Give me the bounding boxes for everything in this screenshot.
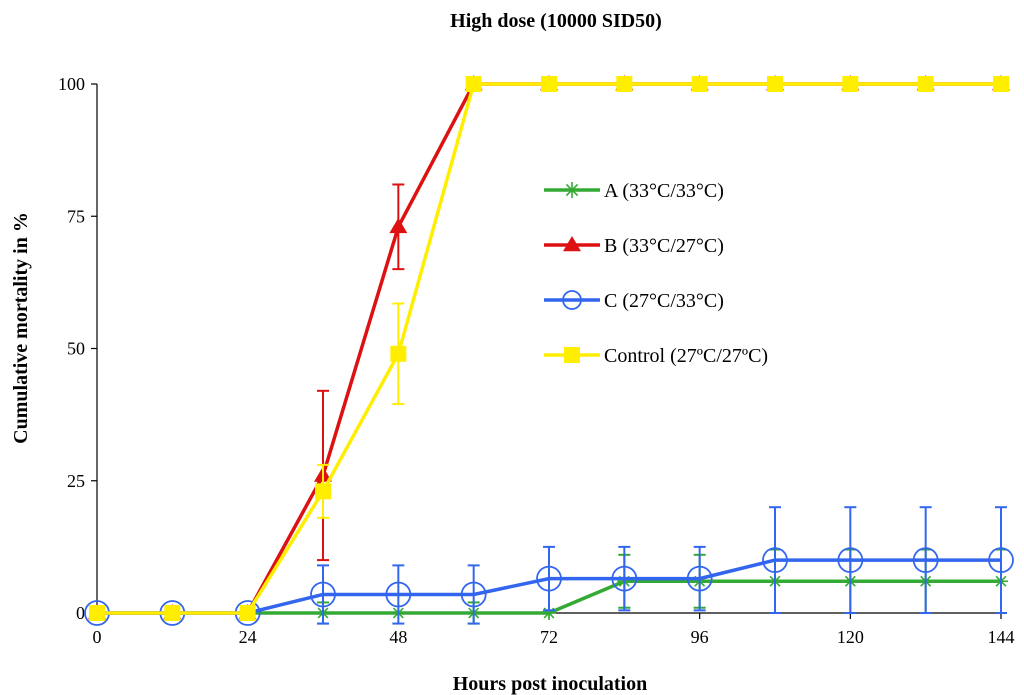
marker-shape bbox=[164, 605, 181, 621]
marker-shape bbox=[917, 76, 934, 92]
legend-item: C (27°C/33°C) bbox=[544, 290, 724, 312]
y-tick-label: 0 bbox=[76, 603, 85, 623]
series-marker bbox=[541, 76, 557, 92]
marker-shape bbox=[536, 565, 562, 592]
marker-shape bbox=[563, 236, 581, 252]
marker-shape bbox=[988, 547, 1014, 573]
series-marker bbox=[465, 76, 482, 92]
series-marker bbox=[993, 76, 1009, 92]
series-marker bbox=[564, 347, 580, 363]
series-marker bbox=[762, 547, 788, 573]
series-marker bbox=[536, 565, 562, 592]
marker-shape bbox=[842, 76, 859, 92]
legend-item: A (33°C/33°C) bbox=[544, 180, 724, 202]
marker-shape bbox=[691, 76, 708, 92]
series-marker bbox=[460, 581, 487, 608]
series-marker bbox=[767, 76, 783, 92]
y-tick-label: 25 bbox=[67, 471, 85, 491]
legend-label: C (27°C/33°C) bbox=[604, 290, 724, 312]
series-group bbox=[89, 76, 1009, 621]
marker-shape bbox=[389, 217, 408, 234]
marker-shape bbox=[310, 581, 336, 608]
marker-shape bbox=[767, 76, 783, 92]
x-tick-label: 0 bbox=[93, 627, 102, 647]
x-tick-label: 24 bbox=[239, 627, 257, 647]
series-marker bbox=[611, 565, 638, 592]
series-line bbox=[97, 82, 1001, 615]
series-marker bbox=[837, 547, 864, 573]
x-tick-label: 48 bbox=[389, 627, 407, 647]
series-group bbox=[88, 75, 1010, 620]
series-line bbox=[97, 82, 1001, 615]
marker-shape bbox=[686, 565, 713, 592]
marker-shape bbox=[912, 547, 939, 573]
y-tick-label: 75 bbox=[67, 206, 85, 226]
marker-shape bbox=[465, 76, 482, 92]
marker-shape bbox=[89, 605, 105, 621]
series-marker bbox=[912, 547, 939, 573]
series-marker bbox=[389, 217, 408, 234]
series-marker bbox=[691, 76, 708, 92]
axis-ticks: 0 25 50 75 100 0 24 48 72 96 120 144 bbox=[58, 74, 1015, 647]
marker-shape bbox=[541, 76, 557, 92]
series-marker bbox=[842, 76, 859, 92]
series-layer bbox=[84, 75, 1014, 626]
series-marker bbox=[917, 76, 934, 92]
series-marker bbox=[562, 290, 582, 310]
chart-title: High dose (10000 SID50) bbox=[450, 10, 662, 32]
marker-shape bbox=[390, 345, 407, 362]
series-marker bbox=[310, 581, 336, 608]
x-tick-label: 144 bbox=[988, 627, 1015, 647]
marker-shape bbox=[239, 605, 256, 621]
series-group bbox=[84, 506, 1014, 626]
series-marker bbox=[385, 581, 412, 608]
plot-area: 0 25 50 75 100 0 24 48 72 96 120 144 bbox=[58, 74, 1015, 647]
marker-shape bbox=[616, 76, 633, 92]
legend-label: A (33°C/33°C) bbox=[604, 180, 724, 202]
marker-shape bbox=[315, 483, 331, 500]
series-marker bbox=[315, 483, 331, 500]
series-marker bbox=[988, 547, 1014, 573]
legend: A (33°C/33°C) B (33°C/27°C) C (27°C/33°C) C… bbox=[544, 180, 768, 367]
legend-item: Control (27ºC/27ºC) bbox=[544, 345, 768, 367]
series-marker bbox=[616, 76, 633, 92]
y-axis-title: Cumulative mortality in % bbox=[10, 212, 32, 444]
series-marker bbox=[563, 236, 581, 252]
x-tick-label: 120 bbox=[837, 627, 864, 647]
marker-shape bbox=[460, 581, 487, 608]
x-tick-label: 96 bbox=[691, 627, 709, 647]
marker-shape bbox=[993, 76, 1009, 92]
marker-shape bbox=[562, 290, 582, 310]
x-tick-label: 72 bbox=[540, 627, 558, 647]
series-marker bbox=[89, 605, 105, 621]
series-marker bbox=[564, 182, 580, 198]
series-marker bbox=[164, 605, 181, 621]
series-marker bbox=[390, 345, 407, 362]
y-tick-label: 100 bbox=[58, 74, 85, 94]
series-marker bbox=[686, 565, 713, 592]
y-tick-label: 50 bbox=[67, 339, 85, 359]
marker-shape bbox=[564, 347, 580, 363]
marker-shape bbox=[837, 547, 864, 573]
x-axis-title: Hours post inoculation bbox=[453, 673, 647, 695]
marker-shape bbox=[611, 565, 638, 592]
legend-item: B (33°C/27°C) bbox=[544, 235, 724, 257]
legend-label: Control (27ºC/27ºC) bbox=[604, 345, 768, 367]
series-marker bbox=[239, 605, 256, 621]
marker-shape bbox=[385, 581, 412, 608]
legend-label: B (33°C/27°C) bbox=[604, 235, 724, 257]
marker-shape bbox=[762, 547, 788, 573]
